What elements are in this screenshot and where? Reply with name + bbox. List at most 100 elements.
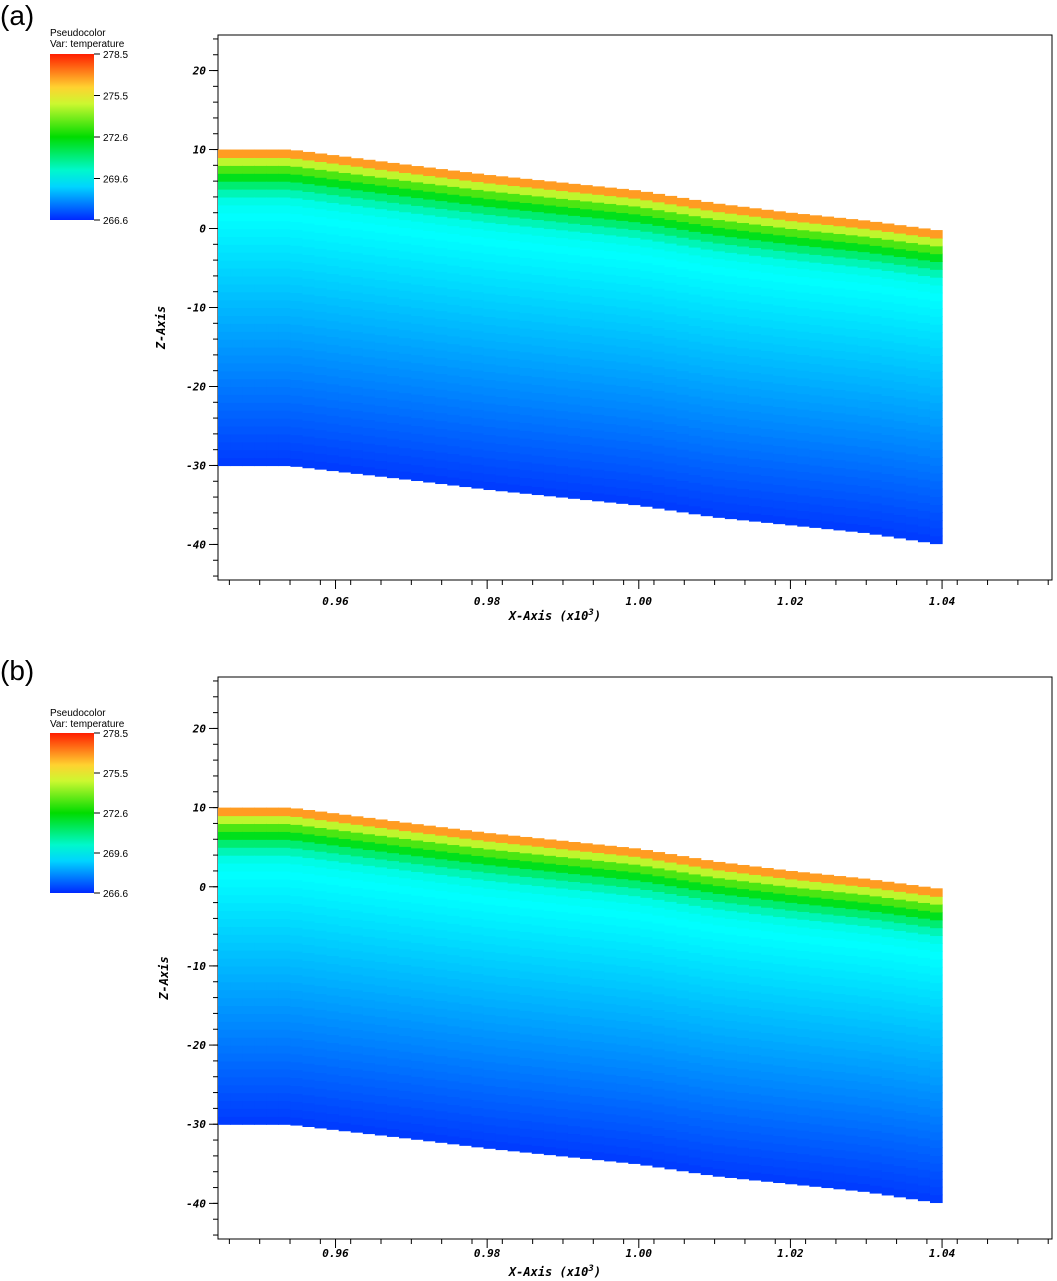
field-cell — [761, 1165, 774, 1174]
field-cell — [254, 934, 267, 943]
field-cell — [929, 1131, 943, 1141]
field-cell — [338, 846, 352, 855]
field-cell — [809, 889, 822, 898]
field-cell — [278, 950, 292, 959]
field-cell — [314, 169, 328, 178]
panel-b: (b) 20 10 0 -10 -20 -30 -40 0.96 0.98 1.00 1.02 1.0… — [0, 655, 1057, 1281]
field-cell — [688, 976, 702, 985]
field-cell — [845, 382, 859, 392]
x-axis-title-end: ) — [594, 609, 601, 623]
field-cell — [302, 904, 316, 914]
field-cell — [290, 316, 304, 325]
field-cell — [266, 886, 279, 896]
field-cell — [555, 1092, 569, 1102]
field-cell — [628, 221, 641, 231]
field-cell — [362, 277, 376, 287]
field-cell — [483, 1061, 497, 1071]
field-cell — [495, 231, 509, 240]
field-cell — [592, 1025, 605, 1035]
field-cell — [676, 331, 690, 340]
field-cell — [411, 370, 424, 379]
field-cell — [471, 910, 485, 919]
field-cell — [893, 444, 907, 453]
field-cell — [881, 481, 895, 490]
field-cell — [543, 314, 557, 324]
field-cell — [314, 851, 328, 860]
field-cell — [797, 471, 810, 480]
field-cell — [917, 996, 931, 1005]
field-cell — [374, 858, 388, 868]
field-cell — [362, 199, 376, 208]
field-cell — [580, 937, 593, 947]
field-cell — [374, 1127, 388, 1136]
field-cell — [809, 873, 822, 882]
field-cell — [278, 1045, 292, 1054]
field-cell — [362, 888, 376, 898]
field-cell — [278, 894, 292, 904]
field-cell — [869, 338, 883, 348]
field-cell — [362, 403, 376, 413]
field-cell — [797, 1083, 810, 1092]
field-cell — [881, 1179, 895, 1188]
field-cell — [254, 220, 267, 230]
field-cell — [423, 419, 436, 428]
field-cell — [326, 876, 340, 885]
field-cell — [773, 226, 786, 236]
field-cell — [616, 361, 629, 371]
field-cell — [399, 219, 412, 228]
field-cell — [266, 323, 279, 332]
field-cell — [278, 1037, 292, 1046]
field-cell — [604, 1113, 617, 1123]
field-cell — [604, 329, 617, 338]
field-cell — [447, 1112, 460, 1121]
field-cell — [857, 259, 871, 268]
field-cell — [302, 286, 316, 295]
field-cell — [278, 252, 292, 261]
field-cell — [785, 1003, 798, 1013]
field-cell — [652, 1143, 666, 1152]
field-cell — [580, 851, 593, 860]
field-cell — [350, 300, 364, 309]
field-cell — [254, 236, 267, 245]
field-cell — [507, 914, 521, 923]
field-cell — [712, 266, 726, 275]
field-cell — [507, 240, 521, 249]
field-cell — [724, 377, 738, 386]
field-cell — [809, 488, 822, 497]
field-cell — [254, 894, 267, 904]
field-cell — [664, 423, 678, 433]
field-cell — [736, 371, 750, 380]
field-cell — [519, 320, 533, 329]
field-cell — [592, 414, 605, 423]
field-cell — [242, 228, 255, 238]
field-cell — [399, 932, 412, 942]
field-cell — [580, 1055, 593, 1065]
field-cell — [374, 318, 388, 328]
field-cell — [435, 381, 448, 390]
field-cell — [471, 1052, 485, 1061]
field-cell — [302, 1110, 316, 1120]
field-cell — [423, 872, 436, 882]
field-cell — [905, 226, 919, 236]
field-cell — [628, 370, 641, 380]
field-cell — [616, 1122, 629, 1132]
field-cell — [676, 354, 690, 364]
field-cell — [833, 922, 847, 932]
field-cell — [821, 1140, 835, 1149]
field-cell — [700, 977, 714, 987]
field-cell — [302, 175, 316, 185]
field-cell — [338, 424, 352, 434]
field-cell — [797, 362, 810, 371]
field-cell — [435, 1110, 448, 1120]
field-cell — [483, 1045, 497, 1055]
field-cell — [495, 984, 509, 993]
field-cell — [797, 479, 810, 488]
field-cell — [773, 336, 786, 345]
field-cell — [495, 325, 509, 335]
field-cell — [543, 385, 557, 395]
field-cell — [893, 311, 907, 320]
field-cell — [652, 1072, 666, 1081]
field-cell — [857, 1042, 871, 1052]
field-cell — [809, 449, 822, 458]
y-tick-label: -20 — [186, 380, 206, 393]
